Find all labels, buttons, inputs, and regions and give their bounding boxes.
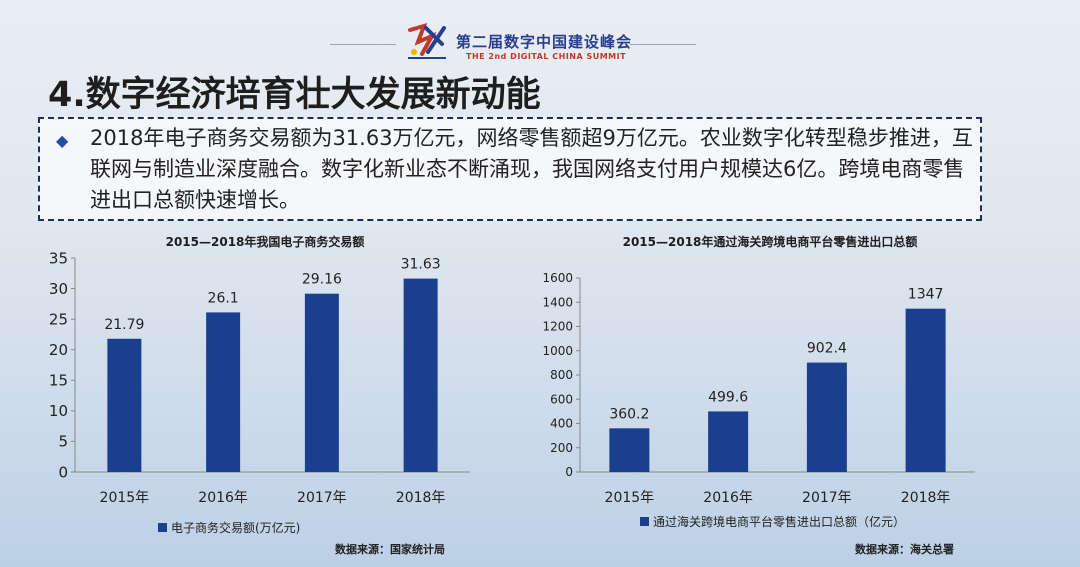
header-divider-right bbox=[630, 44, 696, 45]
y-tick-label: 800 bbox=[550, 368, 573, 382]
x-tick-label: 2015年 bbox=[605, 490, 655, 506]
y-tick-label: 1600 bbox=[542, 271, 573, 285]
bar bbox=[206, 312, 241, 472]
summary-text: 2018年电子商务交易额为31.63万亿元，网络零售额超9万亿元。农业数字化转型… bbox=[90, 126, 973, 212]
y-tick-label: 600 bbox=[550, 392, 573, 406]
header-divider-left bbox=[330, 44, 396, 45]
x-tick-label: 2017年 bbox=[802, 490, 852, 506]
diamond-bullet-icon: ◆ bbox=[56, 131, 69, 150]
y-tick-label: 15 bbox=[49, 372, 68, 390]
legend-label: 通过海关跨境电商平台零售进出口总额（亿元） bbox=[653, 514, 905, 529]
bar-value-label: 1347 bbox=[908, 287, 944, 303]
x-tick-label: 2016年 bbox=[703, 490, 753, 506]
summit-logo-icon bbox=[408, 22, 446, 59]
bar-value-label: 499.6 bbox=[708, 389, 748, 405]
y-tick-label: 5 bbox=[58, 433, 68, 451]
y-tick-label: 1000 bbox=[542, 344, 573, 358]
legend-swatch bbox=[640, 517, 649, 526]
legend-label: 电子商务交易额(万亿元) bbox=[171, 520, 300, 535]
bar bbox=[609, 428, 650, 472]
bar bbox=[708, 411, 749, 472]
summary-box: ◆ 2018年电子商务交易额为31.63万亿元，网络零售额超9万亿元。农业数字化… bbox=[38, 117, 982, 221]
y-tick-label: 20 bbox=[49, 341, 68, 359]
bar-value-label: 26.1 bbox=[208, 290, 239, 306]
bar-value-label: 902.4 bbox=[807, 341, 847, 357]
bar bbox=[107, 338, 142, 472]
bar bbox=[905, 308, 946, 472]
event-title: 第二届数字中国建设峰会 bbox=[456, 33, 633, 51]
bar bbox=[304, 293, 339, 472]
y-tick-label: 0 bbox=[58, 463, 68, 481]
section-title: 4.数字经济培育壮大发展新动能 bbox=[48, 75, 541, 115]
bar bbox=[806, 362, 847, 472]
bar-value-label: 360.2 bbox=[609, 406, 649, 422]
y-tick-label: 35 bbox=[49, 249, 68, 267]
crossborder-retail-chart: 2015—2018年通过海关跨境电商平台零售进出口总额 0 200 400 600 800… bbox=[542, 234, 975, 556]
bar-value-label: 31.63 bbox=[401, 257, 441, 273]
y-tick-label: 0 bbox=[565, 465, 573, 479]
legend-swatch bbox=[158, 523, 167, 532]
chart-title: 2015—2018年通过海关跨境电商平台零售进出口总额 bbox=[623, 234, 918, 249]
summit-header: 第二届数字中国建设峰会 THE 2nd DIGITAL CHINA SUMMIT bbox=[0, 0, 1080, 70]
x-tick-label: 2018年 bbox=[396, 490, 446, 506]
ecommerce-volume-chart: 2015—2018年我国电子商务交易额 0 5 10 15 20 25 30 35 21.79 20… bbox=[49, 234, 470, 556]
y-tick-label: 200 bbox=[550, 441, 573, 455]
event-subtitle: THE 2nd DIGITAL CHINA SUMMIT bbox=[466, 52, 627, 61]
y-tick-label: 1400 bbox=[542, 295, 573, 309]
data-source-note: 数据来源：海关总署 bbox=[855, 542, 954, 556]
bar-value-label: 21.79 bbox=[104, 317, 144, 333]
y-tick-label: 400 bbox=[550, 417, 573, 431]
bar bbox=[403, 278, 438, 472]
x-tick-label: 2018年 bbox=[901, 490, 951, 506]
y-tick-label: 25 bbox=[49, 310, 68, 328]
x-tick-label: 2015年 bbox=[100, 490, 150, 506]
x-tick-label: 2016年 bbox=[198, 490, 248, 506]
y-tick-label: 10 bbox=[49, 402, 68, 420]
chart-title: 2015—2018年我国电子商务交易额 bbox=[166, 234, 365, 249]
bar-value-label: 29.16 bbox=[302, 272, 342, 288]
y-tick-label: 1200 bbox=[542, 320, 573, 334]
y-tick-label: 30 bbox=[49, 280, 68, 298]
data-source-note: 数据来源：国家统计局 bbox=[335, 542, 445, 556]
x-tick-label: 2017年 bbox=[297, 490, 347, 506]
